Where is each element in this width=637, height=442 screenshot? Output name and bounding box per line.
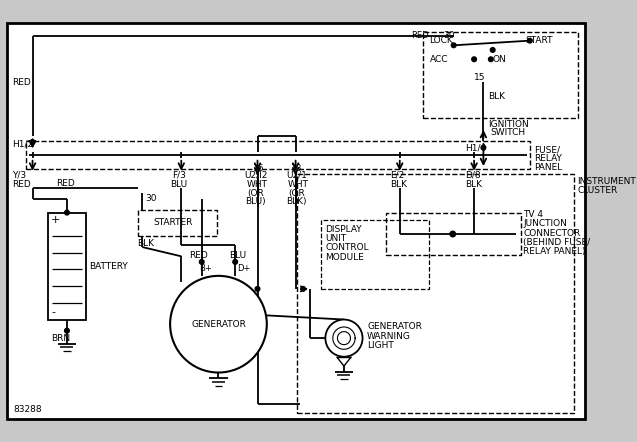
Circle shape [490,48,495,52]
Text: (BEHIND FUSE/: (BEHIND FUSE/ [524,238,590,247]
Text: E/2: E/2 [390,171,404,180]
Text: BLK: BLK [138,239,155,248]
Text: WHT: WHT [247,180,268,189]
Text: BLU): BLU) [245,197,266,206]
Text: RED: RED [411,30,429,40]
Circle shape [472,57,476,61]
Text: RED: RED [56,179,75,188]
Text: MODULE: MODULE [326,253,364,262]
Circle shape [233,259,238,264]
Text: 83288: 83288 [13,405,41,414]
Text: BLU: BLU [170,180,187,189]
Text: SWITCH: SWITCH [491,128,526,137]
Text: LOCK: LOCK [429,36,454,45]
Text: Y/3: Y/3 [12,171,26,180]
Text: INSTRUMENT: INSTRUMENT [577,176,636,186]
Text: WARNING: WARNING [367,332,411,341]
Text: ACC: ACC [429,55,448,64]
Text: D/8: D/8 [465,171,480,180]
Text: BATTERY: BATTERY [89,262,128,271]
Text: CONNECTOR: CONNECTOR [524,229,580,238]
Bar [138,210,217,236]
Text: BRN: BRN [51,334,70,343]
Text: TV 4: TV 4 [524,210,543,219]
Text: RED: RED [12,180,31,189]
Text: H1/2: H1/2 [12,139,33,149]
Text: 13: 13 [291,164,303,173]
Text: 15: 15 [474,73,485,82]
Text: UNIT: UNIT [326,234,347,243]
Text: D+: D+ [237,264,250,273]
Bar [297,174,575,413]
Text: +: + [51,215,61,225]
Circle shape [255,286,260,291]
Circle shape [450,231,455,237]
Circle shape [64,210,69,215]
Text: ON: ON [492,55,506,64]
Text: U2/I2: U2/I2 [245,171,268,180]
Text: BLK: BLK [465,180,482,189]
Text: -: - [51,307,55,317]
Text: F/3: F/3 [172,171,186,180]
Text: GENERATOR: GENERATOR [367,323,422,332]
Text: WHT: WHT [288,180,309,189]
Text: U2/1: U2/1 [286,171,307,180]
Text: CONTROL: CONTROL [326,244,369,252]
Bar [26,141,530,169]
Circle shape [481,145,486,150]
Circle shape [527,38,532,43]
Bar [48,213,85,320]
Text: 30: 30 [145,194,157,203]
Text: 30: 30 [443,30,455,40]
Text: BLU: BLU [229,251,247,260]
Text: 16: 16 [253,164,264,173]
Text: RELAY PANEL): RELAY PANEL) [524,247,586,256]
Circle shape [326,320,362,357]
Text: DISPLAY: DISPLAY [326,225,362,234]
Text: START: START [526,36,553,45]
Text: FUSE/: FUSE/ [534,146,561,155]
Text: PANEL: PANEL [534,163,562,171]
Text: IGNITION: IGNITION [488,120,529,129]
Text: STARTER: STARTER [154,218,193,227]
Bar [386,213,520,255]
Text: BLK): BLK) [286,197,307,206]
Text: RELAY: RELAY [534,154,562,163]
Text: (OR: (OR [288,189,305,198]
Text: (OR: (OR [247,189,264,198]
Circle shape [199,259,204,264]
Text: LIGHT: LIGHT [367,341,394,350]
Text: GENERATOR: GENERATOR [191,320,246,329]
Circle shape [452,43,456,48]
Text: CLUSTER: CLUSTER [577,186,617,195]
Text: JUNCTION: JUNCTION [524,219,567,228]
Circle shape [170,276,267,373]
Circle shape [30,140,35,144]
Circle shape [301,286,305,291]
Text: BLK: BLK [488,92,505,101]
Text: B+: B+ [199,264,211,273]
Text: H1/4: H1/4 [465,143,486,152]
Text: BLK: BLK [390,180,408,189]
Circle shape [64,328,69,333]
Bar [320,220,429,289]
Text: RED: RED [12,78,31,87]
Text: RED: RED [189,251,208,260]
Circle shape [489,57,493,61]
Bar [423,32,578,118]
